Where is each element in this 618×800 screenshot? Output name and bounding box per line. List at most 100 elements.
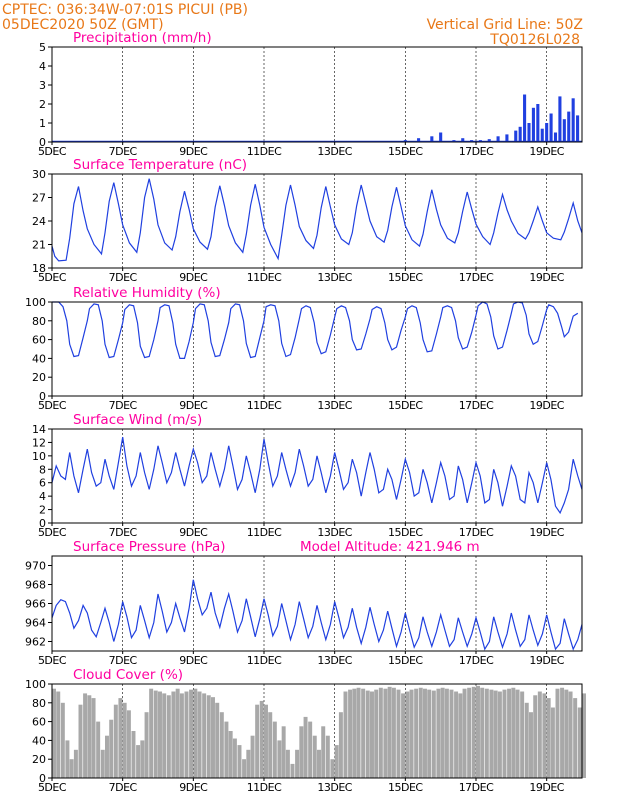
precipitation-ytick-label: 5 [39, 41, 46, 54]
wind-ytick-label: 10 [32, 450, 46, 463]
cloud-cover-bar [255, 704, 260, 778]
wind-xtick-label: 17DEC [459, 526, 494, 539]
pressure-ytick-label: 968 [25, 579, 46, 592]
pressure-xtick-label: 17DEC [459, 654, 494, 667]
humidity-xtick-label: 7DEC [109, 399, 138, 412]
cloud-cover-bar [308, 721, 313, 778]
cloud-cover-bar [60, 702, 65, 778]
precipitation-bar [430, 136, 434, 142]
pressure-xtick-label: 13DEC [317, 654, 352, 667]
cloud-cover-bar [440, 687, 445, 778]
pressure-series-line [51, 579, 583, 651]
cloud-cover-bar [197, 691, 202, 778]
cloud-cover-bar [268, 712, 273, 778]
precipitation-xtick-label: 9DEC [179, 145, 208, 158]
cloud-cover-bar [144, 712, 149, 778]
cloud-cover-bar [272, 721, 277, 778]
cloud-cover-bar [149, 688, 154, 778]
cloud-cover-bar [179, 693, 184, 778]
temperature-xtick-label: 15DEC [388, 271, 423, 284]
pressure-ytick-label: 966 [25, 598, 46, 611]
header: CPTEC: 036:34W-07:01S PICUI (PB) 05DEC20… [2, 2, 583, 48]
wind-ytick-label: 14 [32, 423, 46, 436]
wind-xtick-label: 9DEC [179, 526, 208, 539]
cloud-cover-bar [158, 691, 162, 778]
wind-ytick-label: 0 [39, 517, 46, 530]
wind-series-line [51, 437, 583, 515]
cloud-cover-bar [436, 688, 441, 778]
pressure-ytick-label: 964 [25, 617, 46, 630]
precipitation-bar [571, 98, 575, 142]
humidity-frame [51, 301, 583, 397]
wind-xtick-label: 15DEC [388, 526, 423, 539]
pressure-xtick-label: 9DEC [179, 654, 208, 667]
cloud-cover-bar [356, 687, 361, 778]
cloud-cover-bar [277, 740, 282, 778]
cloud-cover-bar [383, 688, 388, 778]
cloud-cover-ytick-label: 0 [39, 772, 46, 785]
wind-xtick-label: 7DEC [109, 526, 138, 539]
cloud-cover-bar [582, 693, 586, 778]
cloud-cover-bar [348, 689, 353, 778]
precipitation-xtick-label: 15DEC [388, 145, 423, 158]
cloud-cover-bar [568, 691, 573, 778]
cloud-cover-ytick-label: 20 [32, 753, 46, 766]
cloud-cover-bar [524, 702, 529, 778]
temperature-series-line [51, 178, 583, 262]
precipitation-ytick-label: 2 [39, 98, 46, 111]
cloud-cover-bar [484, 688, 489, 778]
precipitation-xtick-label: 7DEC [109, 145, 138, 158]
grid-note: Vertical Grid Line: 50Z [427, 17, 583, 33]
wind-frame [51, 428, 583, 524]
humidity-xtick-label: 19DEC [529, 399, 564, 412]
cloud-cover-bar [550, 707, 555, 778]
pressure-subtitle: Model Altitude: 421.946 m [300, 539, 480, 555]
pressure-xtick-label: 5DEC [38, 654, 67, 667]
cloud-cover-bar [96, 721, 101, 778]
cloud-cover-bar [100, 749, 105, 778]
cloud-cover-bar [109, 719, 114, 778]
cloud-cover-bar [91, 698, 96, 778]
humidity-xtick-label: 11DEC [247, 399, 282, 412]
cloud-cover-bar [295, 749, 300, 778]
cloud-cover-bar [560, 687, 565, 778]
temperature-xtick-label: 19DEC [529, 271, 564, 284]
cloud-cover-bar [285, 749, 290, 778]
cloud-cover-bar [299, 726, 304, 778]
humidity-ytick-label: 20 [32, 371, 46, 384]
pressure-xtick-label: 11DEC [247, 654, 282, 667]
cloud-cover-bar [211, 697, 215, 778]
cloud-cover-bar [454, 691, 459, 778]
cloud-cover-bar [502, 689, 507, 778]
cloud-cover-bar [312, 735, 317, 778]
precipitation-xtick-label: 17DEC [459, 145, 494, 158]
cloud-cover-bar [224, 721, 229, 778]
precipitation-xtick-label: 11DEC [247, 145, 282, 158]
cloud-cover-xtick-label: 7DEC [109, 781, 138, 794]
cloud-cover-bar [507, 688, 512, 778]
cloud-cover-bar [449, 689, 454, 778]
cloud-cover-bar [246, 749, 251, 778]
cloud-cover-bar [237, 745, 242, 778]
cloud-cover-bar [427, 689, 432, 778]
cloud-cover-bar [52, 688, 56, 778]
cloud-cover-bar [338, 712, 343, 778]
cloud-cover-bar [431, 690, 436, 778]
temperature-panel: 18 21 24 27 30 5DEC 7DEC 9DEC 11DEC 13DEC 15DEC 17D… [32, 157, 583, 284]
cloud-cover-xtick-label: 15DEC [388, 781, 423, 794]
cloud-cover-bar [73, 749, 78, 778]
precipitation-bar [417, 138, 421, 142]
cloud-cover-ytick-label: 60 [32, 716, 46, 729]
humidity-panel: 0 20 40 60 80 100 5DEC 7DEC 9DEC 11DEC 13DEC 15DEC 1… [25, 285, 583, 412]
temperature-xtick-label: 17DEC [459, 271, 494, 284]
cloud-cover-bar [396, 689, 401, 778]
humidity-ytick-label: 60 [32, 334, 46, 347]
cloud-cover-bar [228, 731, 233, 778]
cloud-cover-bar [511, 687, 516, 778]
cloud-cover-bar [65, 740, 70, 778]
cloud-cover-xtick-label: 5DEC [38, 781, 67, 794]
cloud-cover-title: Cloud Cover (%) [73, 667, 183, 683]
precipitation-ytick-label: 3 [39, 79, 46, 92]
cloud-cover-bar [467, 687, 472, 778]
wind-xtick-label: 13DEC [317, 526, 352, 539]
